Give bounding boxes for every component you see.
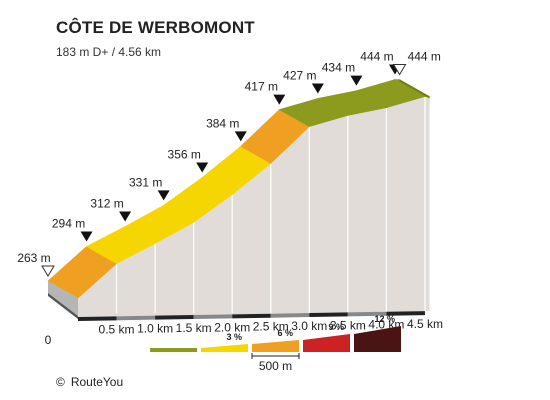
elevation-label: 427 m: [283, 68, 316, 82]
distance-ruler-block: [270, 313, 310, 318]
profile-side-wall: [78, 96, 430, 317]
legend-swatch: [354, 326, 401, 352]
elevation-label: 356 m: [168, 147, 201, 161]
x-tick-label: 2.5 km: [253, 320, 289, 334]
elevation-label: 444 m: [408, 50, 441, 64]
credit-text: RouteYou: [70, 375, 124, 389]
base-edge: [48, 293, 78, 319]
legend-swatch: [150, 348, 197, 352]
copyright-symbol: ©: [56, 375, 65, 389]
elevation-label: 444 m: [360, 50, 393, 64]
scale-bar-label: 500 m: [259, 359, 292, 373]
elevation-markers: 263 m 294 m 312 m 331 m 356 m 384 m 417 m 427 m…: [17, 50, 441, 277]
gradient-legend: 3 % 6 % 9 % 12 % 500 m: [150, 314, 401, 373]
distance-ruler-block: [347, 311, 387, 317]
elevation-marker: [273, 94, 286, 105]
elevation-marker: [119, 211, 132, 222]
elevation-marker: [350, 75, 363, 86]
x-axis-ticks: 0 0.5 km 1.0 km 1.5 km 2.0 km 2.5 km 3.0 km 3.5…: [45, 317, 443, 347]
elevation-marker: [234, 131, 247, 142]
profile-side-walls: [78, 96, 430, 317]
chart-subtitle: 183 m D+ / 4.56 km: [56, 45, 162, 59]
legend-swatch: [201, 344, 248, 352]
legend-swatch: [252, 340, 299, 352]
elevation-marker: [80, 231, 93, 242]
distance-ruler-block: [155, 315, 194, 320]
distance-ruler-block: [386, 311, 425, 316]
distance-ruler-block: [193, 314, 233, 320]
distance-ruler-block: [78, 316, 117, 321]
distance-ruler-block: [309, 312, 348, 318]
legend-label: 9 %: [328, 322, 344, 332]
x-tick-label: 1.0 km: [137, 322, 173, 336]
distance-ruler-block: [232, 313, 271, 319]
elevation-label: 312 m: [90, 196, 123, 210]
credit: © RouteYou: [56, 375, 123, 389]
surface-end-cap: [399, 79, 430, 99]
chart-title: CÔTE DE WERBOMONT: [56, 18, 255, 37]
profile-base: [48, 281, 425, 321]
x-tick-label: 4.5 km: [407, 317, 443, 331]
elevation-label: 331 m: [129, 175, 162, 189]
x-tick-label: 3.0 km: [291, 319, 327, 333]
x-tick-label: 3.5 km: [330, 318, 366, 332]
x-tick-label: 0.5 km: [99, 322, 135, 336]
elevation-marker-open: [41, 265, 55, 277]
elevation-marker: [311, 83, 324, 94]
elevation-label: 294 m: [52, 216, 85, 230]
distance-ruler-block: [116, 315, 156, 321]
elevation-label: 384 m: [206, 116, 239, 130]
elevation-label: 417 m: [245, 80, 278, 94]
legend-label: 6 %: [277, 328, 293, 338]
elevation-label: 434 m: [322, 61, 355, 75]
legend-label: 3 %: [226, 332, 242, 342]
elevation-marker-open: [392, 64, 407, 76]
x-tick-label: 1.5 km: [176, 321, 212, 335]
base-front-face: [48, 281, 78, 316]
x-tick-label: 0: [45, 333, 52, 347]
x-tick-label: 2.0 km: [214, 320, 250, 334]
legend-swatch: [303, 334, 350, 352]
elevation-label: 263 m: [17, 251, 50, 265]
legend-label: 12 %: [374, 314, 395, 324]
elevation-marker: [196, 162, 209, 173]
elevation-marker: [157, 190, 170, 201]
profile-surface-segments: [47, 79, 431, 299]
